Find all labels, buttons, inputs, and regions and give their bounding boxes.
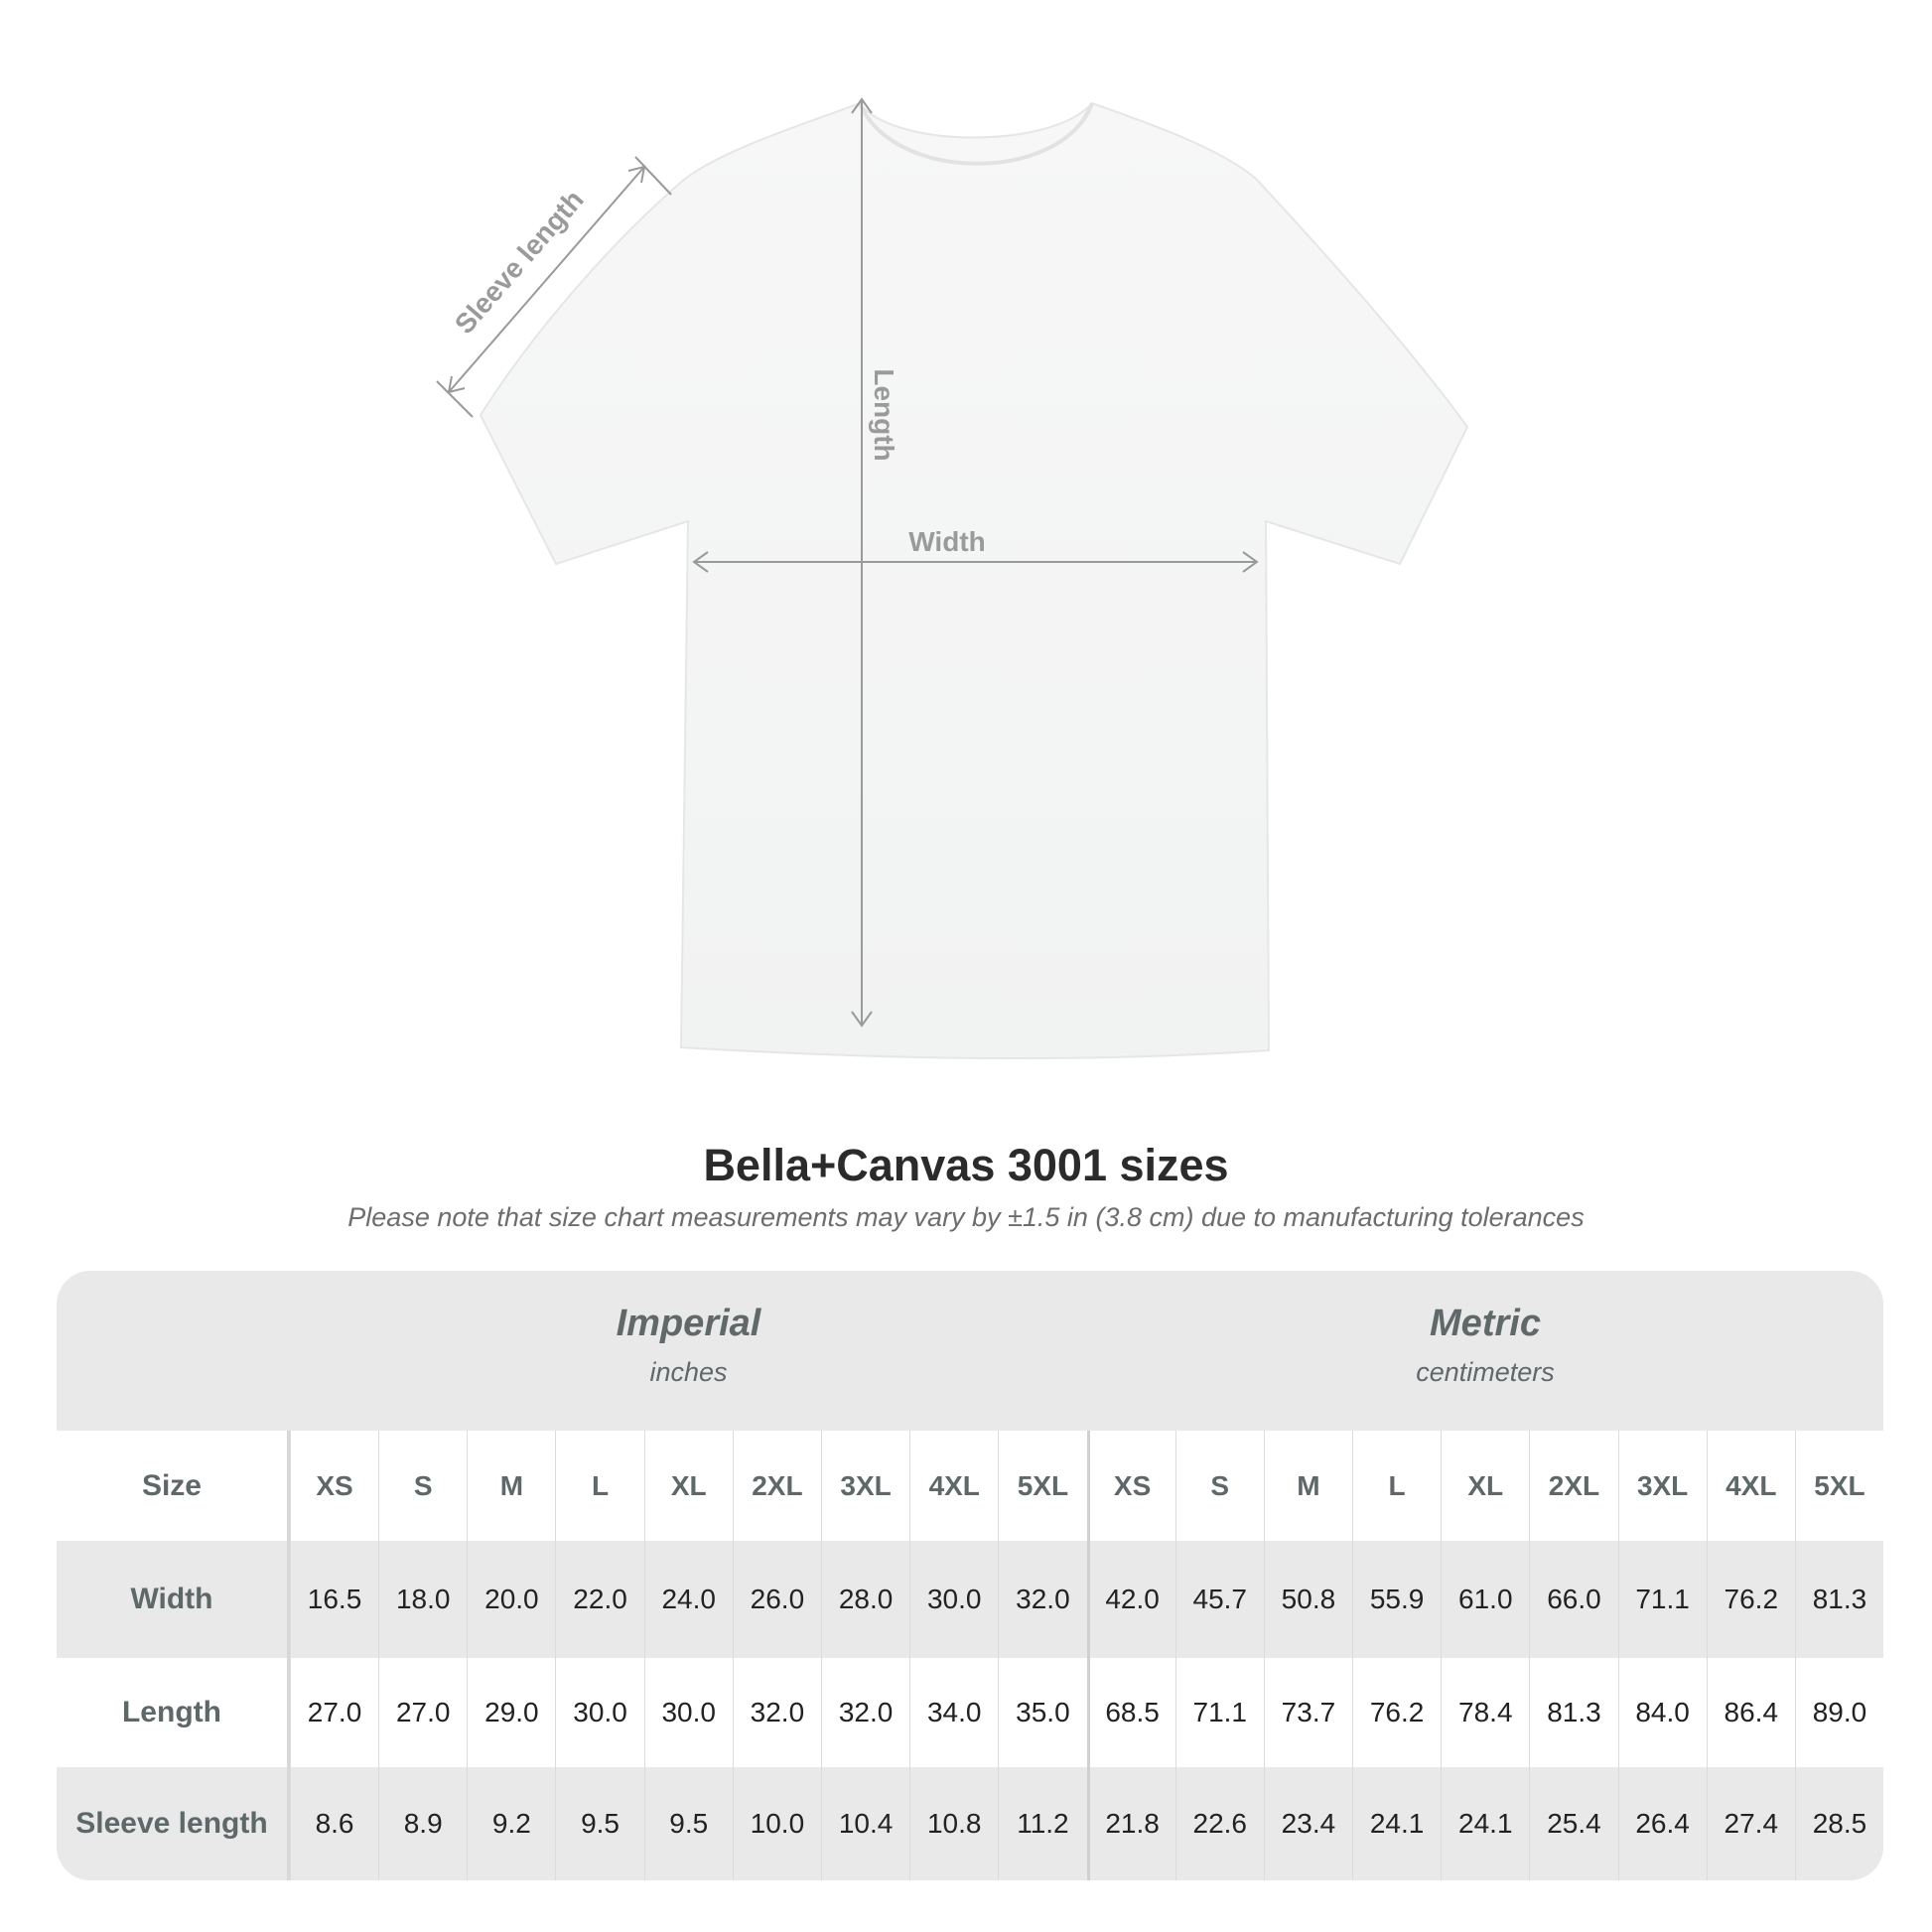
value-cell: 76.2: [1352, 1658, 1441, 1767]
metric-header: Metric centimeters: [1087, 1271, 1883, 1431]
value-cell: 24.0: [643, 1541, 733, 1658]
value-cell: 10.0: [732, 1767, 821, 1880]
value-cell: 86.4: [1706, 1658, 1795, 1767]
value-cell: 23.4: [1263, 1767, 1352, 1880]
value-cell: 10.4: [820, 1767, 909, 1880]
width-label: Width: [908, 526, 986, 557]
value-cell: 11.2: [998, 1767, 1086, 1880]
size-header-cell: XL: [643, 1431, 733, 1541]
value-cell: 24.1: [1441, 1767, 1529, 1880]
row-label: Length: [57, 1658, 290, 1767]
row-label: Sleeve length: [57, 1767, 290, 1880]
tshirt-diagram: Width Length Sleeve length: [436, 97, 1469, 1059]
value-cell: 27.4: [1706, 1767, 1795, 1880]
size-header-cell: 2XL: [1529, 1431, 1617, 1541]
tshirt-shape: [479, 101, 1469, 1059]
value-cell: 16.5: [289, 1541, 378, 1658]
value-cell: 32.0: [820, 1658, 909, 1767]
value-cell: 8.6: [289, 1767, 378, 1880]
imperial-unit: inches: [649, 1357, 728, 1387]
value-cell: 20.0: [467, 1541, 555, 1658]
size-header-cell: S: [378, 1431, 467, 1541]
size-table: Imperial inches Metric centimeters Size X…: [57, 1271, 1883, 1880]
value-cell: 42.0: [1086, 1541, 1175, 1658]
value-cell: 81.3: [1529, 1658, 1617, 1767]
table-row: Length 27.0 27.0 29.0 30.0 30.0 32.0 32.0 34.0 35…: [57, 1658, 1883, 1767]
value-cell: 50.8: [1263, 1541, 1352, 1658]
size-header-cell: 3XL: [820, 1431, 909, 1541]
value-cell: 9.5: [643, 1767, 733, 1880]
value-cell: 18.0: [378, 1541, 467, 1658]
length-label: Length: [869, 368, 899, 461]
value-cell: 8.9: [378, 1767, 467, 1880]
value-cell: 21.8: [1086, 1767, 1175, 1880]
imperial-title: Imperial: [616, 1303, 761, 1344]
value-cell: 30.0: [555, 1658, 643, 1767]
row-label: Width: [57, 1541, 290, 1658]
value-cell: 81.3: [1794, 1541, 1883, 1658]
value-cell: 28.5: [1794, 1767, 1883, 1880]
value-cell: 32.0: [732, 1658, 821, 1767]
value-cell: 30.0: [643, 1658, 733, 1767]
value-cell: 76.2: [1706, 1541, 1795, 1658]
page-title: Bella+Canvas 3001 sizes: [703, 1140, 1229, 1190]
value-cell: 66.0: [1529, 1541, 1617, 1658]
size-header-cell: 4XL: [1706, 1431, 1795, 1541]
value-cell: 55.9: [1352, 1541, 1441, 1658]
value-cell: 89.0: [1794, 1658, 1883, 1767]
size-header-cell: M: [467, 1431, 555, 1541]
value-cell: 35.0: [998, 1658, 1086, 1767]
value-cell: 9.5: [555, 1767, 643, 1880]
value-cell: 30.0: [909, 1541, 998, 1658]
value-cell: 71.1: [1617, 1541, 1707, 1658]
size-header-cell: 2XL: [732, 1431, 821, 1541]
value-cell: 78.4: [1441, 1658, 1529, 1767]
size-header-cell: L: [1352, 1431, 1441, 1541]
value-cell: 34.0: [909, 1658, 998, 1767]
value-cell: 28.0: [820, 1541, 909, 1658]
metric-title: Metric: [1430, 1303, 1541, 1344]
size-header-cell: M: [1263, 1431, 1352, 1541]
row-label: Size: [57, 1431, 290, 1541]
value-cell: 22.6: [1174, 1767, 1264, 1880]
imperial-header: Imperial inches: [290, 1271, 1087, 1431]
size-header-cell: XS: [289, 1431, 378, 1541]
size-header-row: Size XS S M L XL 2XL 3XL 4XL 5XL XS S M L XL 2XL 3XL 4XL 5…: [57, 1431, 1883, 1541]
table-row: Width 16.5 18.0 20.0 22.0 24.0 26.0 28.0 30.0 32.…: [57, 1541, 1883, 1658]
value-cell: 26.4: [1617, 1767, 1707, 1880]
value-cell: 27.0: [378, 1658, 467, 1767]
tolerance-note: Please note that size chart measurements…: [347, 1202, 1585, 1232]
value-cell: 25.4: [1529, 1767, 1617, 1880]
value-cell: 27.0: [289, 1658, 378, 1767]
size-header-cell: 5XL: [1794, 1431, 1883, 1541]
size-header-cell: XS: [1086, 1431, 1175, 1541]
value-cell: 73.7: [1263, 1658, 1352, 1767]
value-cell: 61.0: [1441, 1541, 1529, 1658]
size-header-cell: 4XL: [909, 1431, 998, 1541]
value-cell: 68.5: [1086, 1658, 1175, 1767]
size-header-cell: 3XL: [1617, 1431, 1707, 1541]
measurement-arrows: [436, 97, 1259, 1028]
value-cell: 22.0: [555, 1541, 643, 1658]
table-row: Sleeve length 8.6 8.9 9.2 9.5 9.5 10.0 10.4 10.8…: [57, 1767, 1883, 1880]
size-header-cell: 5XL: [998, 1431, 1086, 1541]
size-header-cell: XL: [1441, 1431, 1529, 1541]
value-cell: 84.0: [1617, 1658, 1707, 1767]
size-header-cell: S: [1174, 1431, 1264, 1541]
value-cell: 29.0: [467, 1658, 555, 1767]
value-cell: 45.7: [1174, 1541, 1264, 1658]
value-cell: 26.0: [732, 1541, 821, 1658]
size-header-cell: L: [555, 1431, 643, 1541]
value-cell: 32.0: [998, 1541, 1086, 1658]
value-cell: 24.1: [1352, 1767, 1441, 1880]
value-cell: 71.1: [1174, 1658, 1264, 1767]
value-cell: 10.8: [909, 1767, 998, 1880]
value-cell: 9.2: [467, 1767, 555, 1880]
metric-unit: centimeters: [1416, 1357, 1555, 1387]
